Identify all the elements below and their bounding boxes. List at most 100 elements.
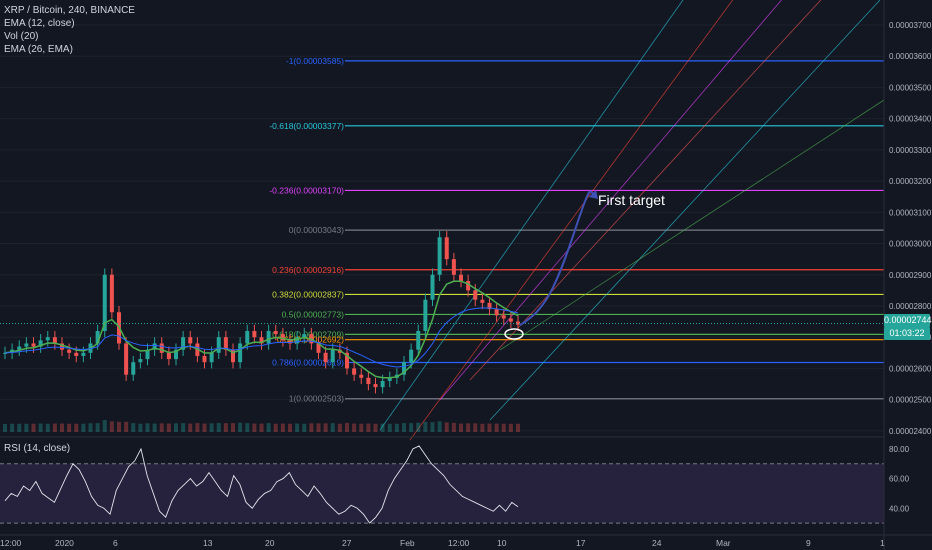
volume-bar bbox=[131, 423, 136, 432]
volume-bar bbox=[330, 423, 335, 432]
candle-body bbox=[295, 337, 300, 344]
candle-body bbox=[459, 274, 463, 282]
candle-body bbox=[430, 274, 435, 300]
countdown-tag: 01:03:22 bbox=[884, 327, 930, 340]
candle-body bbox=[359, 374, 364, 378]
volume-bar bbox=[316, 423, 321, 432]
volume-bar bbox=[323, 423, 328, 432]
candle-body bbox=[352, 368, 357, 375]
volume-bar bbox=[102, 420, 107, 432]
candle-body bbox=[166, 352, 171, 360]
candle-body bbox=[216, 337, 221, 353]
volume-bar bbox=[238, 422, 243, 432]
candles bbox=[3, 231, 520, 394]
fib-level-label: -1(0.00003585) bbox=[286, 56, 344, 66]
candle-body bbox=[516, 321, 520, 325]
pitchfork-line bbox=[499, 99, 885, 351]
pitchfork-line bbox=[379, 0, 684, 431]
volume-bar bbox=[152, 423, 157, 432]
price-axis[interactable]: 0.00003700 0.00003600 0.00003500 0.00003400… bbox=[883, 0, 932, 550]
symbol-title[interactable]: XRP / Bitcoin, 240, BINANCE bbox=[4, 5, 135, 16]
candle-body bbox=[480, 299, 485, 303]
candle-body bbox=[17, 346, 22, 350]
candle-body bbox=[423, 299, 428, 331]
candle-body bbox=[266, 330, 271, 344]
target-arrow bbox=[504, 190, 598, 340]
candle-body bbox=[473, 290, 478, 300]
fib-level-label: -0.618(0.00003377) bbox=[269, 121, 344, 131]
volume-bar bbox=[67, 423, 72, 432]
candle-body bbox=[81, 352, 86, 356]
volume-bar bbox=[266, 423, 271, 432]
volume-bar bbox=[409, 423, 414, 432]
volume-bar bbox=[430, 422, 435, 432]
pitchfork-line bbox=[469, 0, 822, 381]
volume-bar bbox=[451, 422, 456, 432]
candle-body bbox=[45, 337, 50, 341]
candle-body bbox=[273, 330, 278, 335]
candle-body bbox=[209, 352, 214, 363]
volume-bar bbox=[473, 423, 478, 432]
volume-bar bbox=[24, 423, 29, 432]
price-tick-label: 0.00003400 bbox=[889, 115, 932, 124]
candle-body bbox=[124, 343, 129, 375]
volume-bar bbox=[487, 423, 492, 432]
candle-body bbox=[402, 362, 406, 375]
candle-body bbox=[437, 237, 442, 275]
price-tick-label: 0.00003100 bbox=[889, 208, 932, 217]
vol-label[interactable]: Vol (20) bbox=[4, 31, 39, 42]
volume-bar bbox=[181, 423, 186, 432]
highlight-circle bbox=[504, 328, 524, 340]
volume-bar bbox=[280, 423, 285, 432]
time-tick-label: 2020 bbox=[55, 538, 74, 548]
candle-body bbox=[380, 380, 385, 388]
volume-bar bbox=[223, 423, 228, 432]
time-tick-label: 17 bbox=[576, 538, 586, 548]
volume-bar bbox=[195, 423, 200, 432]
first-target-label: First target bbox=[598, 192, 665, 208]
time-axis[interactable]: 12:00 2020 6 13 20 27 Feb 12:00 10 17 24 Mar 9 1 bbox=[0, 534, 932, 548]
candle-body bbox=[60, 343, 64, 350]
pitchfork-line bbox=[489, 0, 881, 421]
ema-lines bbox=[0, 280, 884, 379]
rsi-tick-label: 60.00 bbox=[889, 475, 910, 484]
time-tick-label: 12:00 bbox=[0, 538, 22, 548]
price-tick-label: 0.00003700 bbox=[889, 21, 932, 30]
candle-body bbox=[508, 318, 513, 322]
volume-bar bbox=[273, 423, 278, 432]
volume-bar bbox=[95, 423, 100, 432]
volume-bar bbox=[359, 423, 364, 432]
time-tick-label: 27 bbox=[342, 538, 352, 548]
volume-bar bbox=[402, 423, 406, 432]
time-tick-label: 20 bbox=[265, 538, 275, 548]
candle-body bbox=[31, 343, 36, 347]
volume-bar bbox=[31, 423, 36, 432]
candle-body bbox=[494, 309, 499, 316]
target-arrow-head bbox=[589, 190, 598, 199]
volume-bar bbox=[174, 423, 178, 432]
chart-legend: XRP / Bitcoin, 240, BINANCE EMA (12, clo… bbox=[4, 4, 135, 56]
volume-bar bbox=[45, 423, 50, 432]
fib-retracement: -1(0.00003585) -0.618(0.00003377) -0.236(0… bbox=[269, 56, 884, 404]
fib-level-label: 0.5(0.00002773) bbox=[282, 309, 345, 319]
rsi-label[interactable]: RSI (14, close) bbox=[4, 443, 71, 454]
volume-bar bbox=[209, 423, 214, 432]
volume-bar bbox=[416, 422, 421, 432]
ema26-label[interactable]: EMA (26, EMA) bbox=[4, 44, 73, 55]
candle-body bbox=[387, 377, 392, 381]
rsi-tick-label: 80.00 bbox=[889, 445, 910, 454]
candle-body bbox=[52, 337, 57, 344]
ema12-label[interactable]: EMA (12, close) bbox=[4, 18, 75, 29]
target-arrow-path bbox=[519, 190, 597, 326]
volume-bar bbox=[124, 421, 129, 432]
candle-body bbox=[501, 315, 506, 319]
candle-body bbox=[466, 281, 471, 291]
candle-body bbox=[345, 352, 349, 369]
last-price-tag: 0.00002744 bbox=[884, 314, 932, 327]
candle-body bbox=[366, 377, 371, 385]
candle-body bbox=[302, 334, 307, 338]
candle-body bbox=[102, 274, 107, 331]
fib-level-label: 0.382(0.00002837) bbox=[272, 289, 344, 299]
volume-bar bbox=[138, 423, 143, 432]
